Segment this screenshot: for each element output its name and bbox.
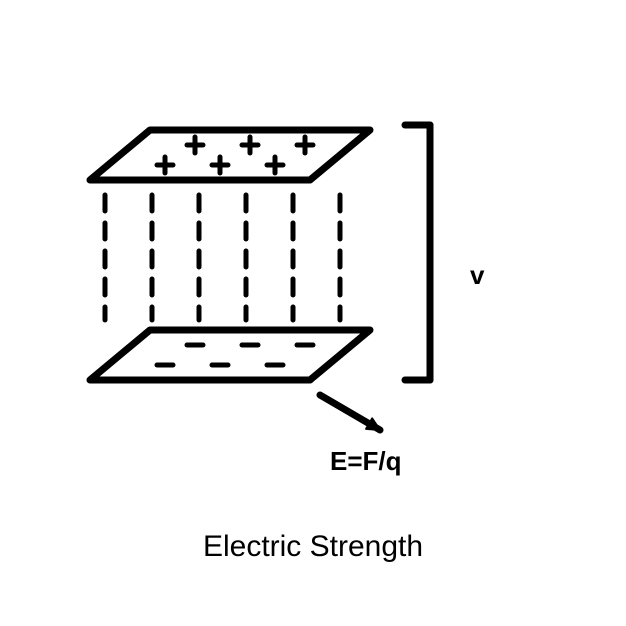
field-formula-label: E=F/q (330, 446, 402, 477)
voltage-label: v (470, 260, 484, 291)
diagram-caption: Electric Strength (0, 530, 626, 564)
diagram-canvas: v E=F/q Electric Strength (0, 0, 626, 626)
